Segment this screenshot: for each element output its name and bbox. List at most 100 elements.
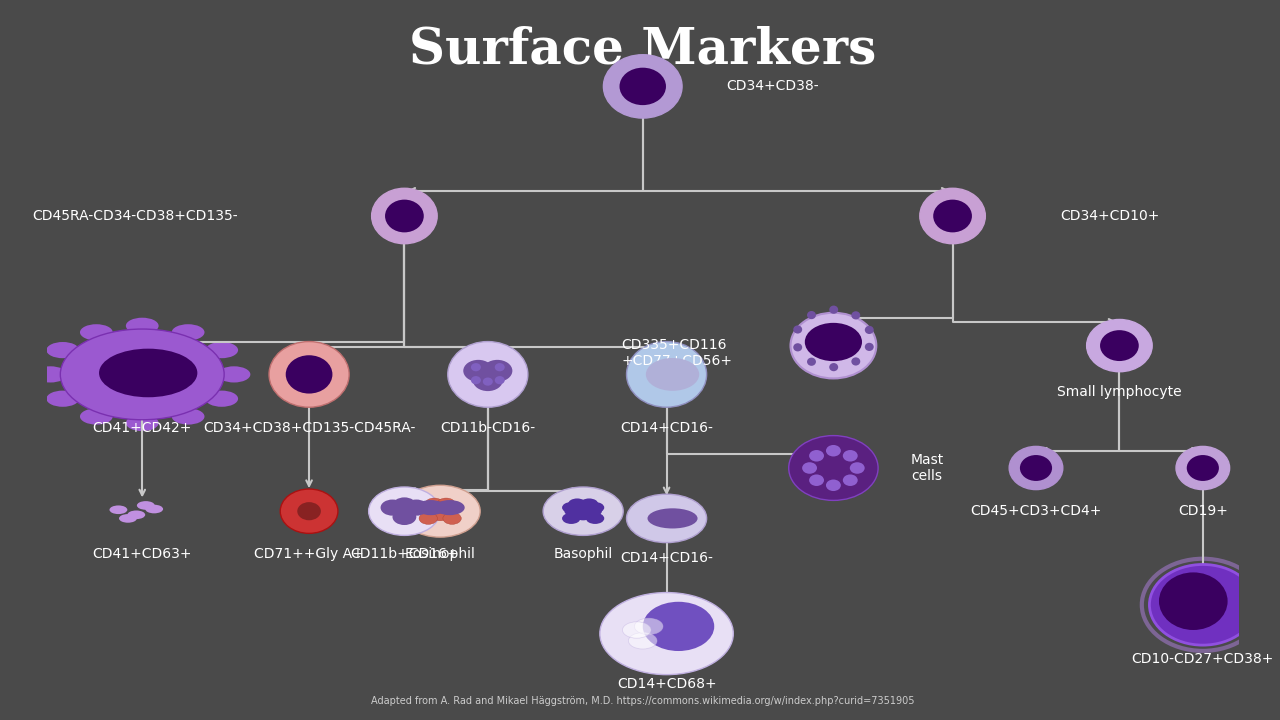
Ellipse shape — [431, 502, 449, 513]
Ellipse shape — [443, 502, 461, 513]
Ellipse shape — [471, 376, 481, 384]
Ellipse shape — [865, 326, 874, 334]
Ellipse shape — [794, 325, 803, 333]
Text: Basophil: Basophil — [553, 547, 613, 561]
Ellipse shape — [393, 498, 416, 513]
Ellipse shape — [933, 199, 972, 233]
Ellipse shape — [380, 500, 404, 516]
Ellipse shape — [99, 348, 197, 397]
Ellipse shape — [419, 502, 438, 513]
Ellipse shape — [172, 408, 205, 425]
Ellipse shape — [119, 514, 137, 523]
Ellipse shape — [635, 618, 663, 634]
Text: CD45+CD3+CD4+: CD45+CD3+CD4+ — [970, 504, 1102, 518]
Text: CD14+CD68+: CD14+CD68+ — [617, 677, 717, 690]
Ellipse shape — [580, 498, 598, 510]
Ellipse shape — [435, 500, 465, 516]
Ellipse shape — [471, 363, 481, 372]
Text: CD34+CD10+: CD34+CD10+ — [1060, 209, 1160, 223]
Ellipse shape — [1087, 320, 1152, 372]
Ellipse shape — [791, 312, 877, 379]
Ellipse shape — [643, 602, 714, 651]
Ellipse shape — [431, 509, 449, 521]
Text: CD34+CD38-: CD34+CD38- — [726, 79, 819, 94]
Ellipse shape — [842, 450, 858, 462]
Ellipse shape — [543, 487, 623, 536]
Ellipse shape — [404, 500, 429, 516]
Ellipse shape — [603, 55, 682, 118]
Ellipse shape — [1149, 564, 1256, 645]
Ellipse shape — [137, 501, 155, 510]
Ellipse shape — [483, 377, 493, 386]
Ellipse shape — [809, 450, 824, 462]
Ellipse shape — [626, 494, 707, 543]
Ellipse shape — [562, 502, 580, 513]
Ellipse shape — [586, 513, 604, 524]
Ellipse shape — [1158, 572, 1228, 630]
Ellipse shape — [125, 318, 159, 334]
Ellipse shape — [573, 502, 593, 513]
Ellipse shape — [448, 341, 527, 408]
Ellipse shape — [401, 485, 480, 537]
Text: Surface Markers: Surface Markers — [410, 25, 877, 74]
Text: CD14+CD16-: CD14+CD16- — [620, 551, 713, 564]
Ellipse shape — [1009, 446, 1062, 490]
Ellipse shape — [60, 329, 224, 420]
Text: CD34+CD38+CD135-CD45RA-: CD34+CD38+CD135-CD45RA- — [204, 421, 415, 435]
Ellipse shape — [280, 489, 338, 534]
Text: Small lymphocyte: Small lymphocyte — [1057, 385, 1181, 399]
Text: CD19+: CD19+ — [1178, 504, 1228, 518]
Text: Adapted from A. Rad and Mikael Häggström, M.D. https://commons.wikimedia.org/w/i: Adapted from A. Rad and Mikael Häggström… — [371, 696, 914, 706]
Ellipse shape — [79, 324, 113, 341]
Ellipse shape — [809, 474, 824, 486]
Ellipse shape — [35, 366, 67, 382]
Ellipse shape — [794, 343, 803, 351]
Text: Mast
cells: Mast cells — [911, 453, 945, 483]
Ellipse shape — [1176, 446, 1230, 490]
Ellipse shape — [586, 502, 604, 513]
Text: CD10-CD27+CD38+: CD10-CD27+CD38+ — [1132, 652, 1274, 665]
Ellipse shape — [622, 622, 652, 638]
Ellipse shape — [851, 357, 860, 366]
Ellipse shape — [127, 510, 145, 519]
Ellipse shape — [419, 513, 438, 524]
Ellipse shape — [829, 305, 838, 314]
Ellipse shape — [393, 509, 416, 525]
Ellipse shape — [803, 462, 817, 474]
Ellipse shape — [842, 474, 858, 486]
Ellipse shape — [110, 505, 127, 514]
Ellipse shape — [648, 508, 698, 528]
Ellipse shape — [205, 342, 238, 359]
Ellipse shape — [826, 480, 841, 491]
Ellipse shape — [205, 391, 238, 407]
Ellipse shape — [788, 436, 878, 500]
Ellipse shape — [297, 502, 321, 521]
Text: CD335+CD116
+CD77+CD56+: CD335+CD116 +CD77+CD56+ — [621, 338, 732, 368]
Ellipse shape — [145, 505, 163, 513]
Text: CD14+CD16-: CD14+CD16- — [620, 421, 713, 435]
Ellipse shape — [628, 633, 657, 649]
Ellipse shape — [269, 341, 349, 408]
Text: CD41+CD42+: CD41+CD42+ — [92, 421, 192, 435]
Ellipse shape — [285, 355, 333, 394]
Ellipse shape — [46, 390, 79, 407]
Ellipse shape — [562, 513, 580, 524]
Ellipse shape — [495, 376, 504, 384]
Ellipse shape — [443, 513, 461, 524]
Ellipse shape — [829, 363, 838, 372]
Ellipse shape — [125, 415, 159, 431]
Text: CD71++Gly A+: CD71++Gly A+ — [255, 547, 364, 561]
Ellipse shape — [79, 408, 113, 425]
Ellipse shape — [850, 462, 865, 474]
Ellipse shape — [371, 189, 438, 244]
Ellipse shape — [463, 360, 493, 382]
Ellipse shape — [646, 358, 699, 391]
Ellipse shape — [564, 505, 582, 517]
Ellipse shape — [851, 311, 860, 320]
Ellipse shape — [600, 593, 733, 675]
Text: CD11b+CD16+: CD11b+CD16+ — [351, 547, 458, 561]
Ellipse shape — [584, 505, 602, 517]
Ellipse shape — [495, 363, 504, 372]
Text: Eosinophil: Eosinophil — [404, 547, 476, 561]
Ellipse shape — [218, 366, 251, 382]
